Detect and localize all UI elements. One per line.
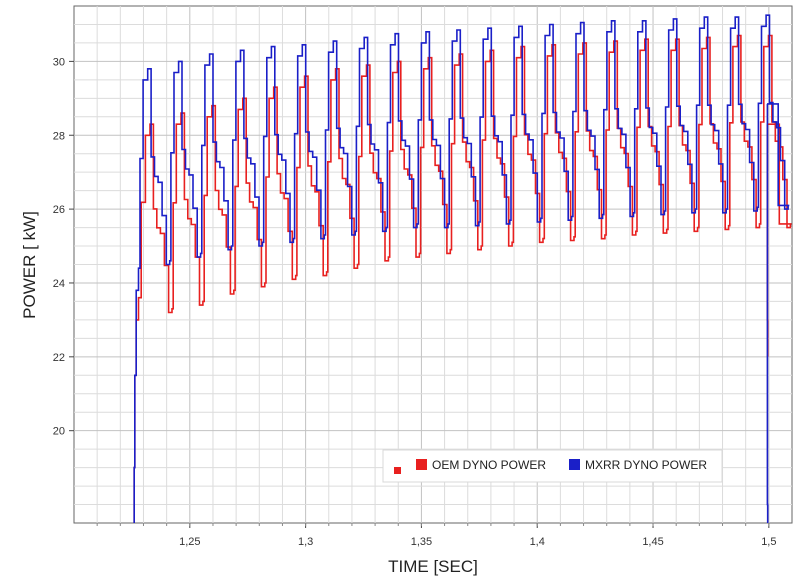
legend-swatch-oem xyxy=(416,459,427,470)
legend-label-mxrr: MXRR DYNO POWER xyxy=(585,458,707,472)
legend-box xyxy=(382,449,723,483)
x-tick-label: 1,45 xyxy=(642,536,663,548)
x-tick-label: 1,25 xyxy=(179,536,200,548)
y-axis-title: POWER [ kW] xyxy=(20,211,39,319)
legend-label-oem: OEM DYNO POWER xyxy=(432,458,546,472)
x-tick-label: 1,4 xyxy=(530,536,545,548)
grid-lines xyxy=(74,6,792,523)
y-tick-label: 28 xyxy=(53,130,65,142)
x-axis-title: TIME [SEC] xyxy=(388,557,478,576)
tick-labels: 1,25 1,3 1,35 1,4 1,45 1,5 20 22 24 26 28 30 xyxy=(53,56,777,548)
series-line-oem-dyno-power xyxy=(133,34,792,523)
axes xyxy=(69,60,770,528)
y-tick-label: 20 xyxy=(53,426,65,438)
series-line-mxrr-dyno-power xyxy=(133,14,790,523)
y-tick-label: 22 xyxy=(53,352,65,364)
legend-swatch-extra xyxy=(394,467,401,474)
x-tick-label: 1,5 xyxy=(761,536,776,548)
legend: OEM DYNO POWER MXRR DYNO POWER xyxy=(382,449,723,483)
x-tick-label: 1,3 xyxy=(298,536,313,548)
series-lines xyxy=(133,14,792,523)
x-tick-label: 1,35 xyxy=(411,536,432,548)
y-tick-label: 30 xyxy=(53,56,65,68)
legend-swatch-mxrr xyxy=(569,459,580,470)
y-tick-label: 24 xyxy=(53,278,65,290)
y-tick-label: 26 xyxy=(53,204,65,216)
